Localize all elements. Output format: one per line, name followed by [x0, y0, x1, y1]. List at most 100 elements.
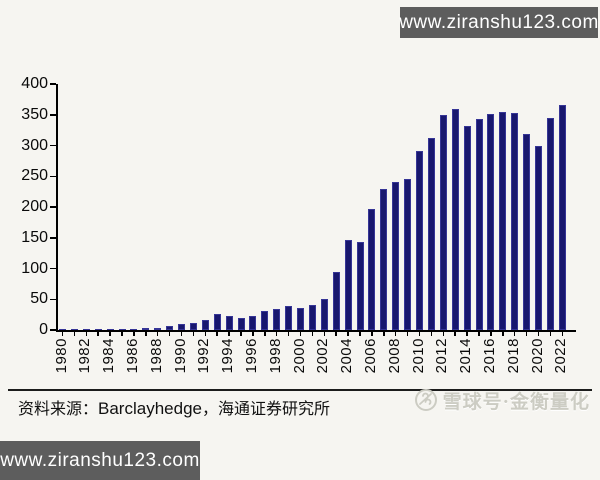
x-axis-label: 2010	[409, 338, 427, 374]
x-axis-tick	[275, 331, 278, 336]
bar	[499, 112, 507, 330]
bar	[249, 316, 257, 330]
bar	[320, 299, 328, 330]
bar	[201, 320, 209, 330]
bar	[535, 145, 542, 330]
x-axis-tick	[466, 331, 468, 336]
y-axis-label: 250	[21, 167, 48, 185]
y-axis-tick	[50, 237, 56, 239]
y-axis-label: 400	[21, 75, 48, 92]
x-axis-tick	[406, 331, 409, 336]
x-axis-label: 1992	[195, 338, 213, 374]
x-axis-tick	[478, 331, 480, 336]
x-axis-tick	[204, 331, 207, 336]
bar	[368, 208, 376, 330]
x-axis-tick	[121, 331, 123, 336]
y-axis-label: 150	[21, 228, 48, 246]
bar	[285, 306, 293, 330]
bar	[106, 329, 114, 330]
x-axis-tick	[109, 331, 111, 336]
x-axis-tick	[347, 331, 349, 336]
bar	[59, 329, 66, 330]
bar	[213, 314, 221, 330]
watermark-top-right-text: www.ziranshu123.com	[399, 11, 599, 33]
x-axis-tick	[133, 331, 135, 336]
watermark-bottom-left: www.ziranshu123.com	[0, 441, 200, 480]
x-axis-label: 1994	[219, 338, 237, 374]
bar	[189, 322, 197, 330]
bar	[154, 327, 162, 330]
x-axis-tick	[323, 331, 326, 336]
source-note: 资料来源：Barclayhedge，海通证券研究所	[18, 395, 330, 419]
source-note-latin: Barclayhedge	[98, 399, 202, 418]
x-axis-label: 2012	[433, 338, 451, 374]
x-axis-label: 2004	[338, 338, 356, 374]
x-axis-tick	[73, 331, 76, 336]
source-note-suffix: ，海通证券研究所	[201, 401, 330, 418]
x-axis-label: 1980	[52, 338, 70, 374]
y-axis-tick	[50, 83, 56, 85]
x-axis-tick	[549, 331, 552, 336]
bar	[404, 179, 412, 330]
x-axis-tick	[61, 331, 64, 336]
bar	[392, 181, 400, 330]
bar	[463, 125, 471, 330]
x-axis-label: 2006	[361, 338, 379, 374]
x-axis-tick	[156, 331, 159, 336]
x-axis-label: 1990	[171, 338, 189, 374]
source-note-prefix: 资料来源：	[18, 401, 99, 418]
watermark-bottom-left-text: www.ziranshu123.com	[0, 449, 200, 471]
bar	[344, 240, 352, 330]
bar	[475, 119, 483, 330]
x-axis-label: 1998	[266, 338, 284, 374]
x-axis-tick	[264, 331, 266, 336]
bar	[142, 327, 150, 330]
x-axis-label: 2018	[504, 338, 522, 374]
bar	[523, 134, 531, 330]
bar	[427, 137, 435, 330]
y-axis-label: 350	[21, 105, 48, 123]
x-axis-tick	[97, 331, 99, 336]
bar	[225, 316, 233, 330]
bar	[297, 308, 304, 330]
bar	[416, 151, 423, 330]
x-axis-tick	[85, 331, 88, 336]
x-axis-tick	[192, 331, 195, 336]
y-axis-tick	[50, 144, 56, 147]
x-axis-tick	[418, 331, 421, 336]
x-axis-label: 2000	[290, 338, 308, 374]
bar	[273, 309, 281, 330]
x-axis-tick	[383, 331, 385, 336]
x-axis-tick	[335, 331, 337, 336]
x-axis-label: 1982	[76, 338, 94, 374]
x-axis-tick	[525, 331, 528, 336]
y-axis-label: 0	[39, 321, 48, 338]
x-axis-tick	[561, 331, 564, 336]
bar	[308, 304, 316, 330]
watermark-top-right: www.ziranshu123.com	[399, 7, 599, 38]
bar	[166, 326, 174, 330]
x-axis-tick	[394, 331, 397, 336]
bar	[439, 115, 447, 330]
x-axis-tick	[240, 331, 242, 336]
bar	[94, 329, 102, 330]
y-axis-tick	[50, 298, 56, 300]
x-axis-tick	[145, 331, 147, 336]
y-axis-label: 300	[21, 136, 48, 154]
x-axis-label: 2020	[528, 338, 546, 374]
y-axis-tick	[50, 206, 56, 208]
y-axis-tick	[50, 114, 56, 116]
bar	[130, 328, 138, 330]
x-axis-tick	[454, 331, 456, 336]
x-axis-tick	[180, 331, 183, 336]
x-axis-tick	[442, 331, 445, 336]
x-axis-tick	[537, 331, 540, 336]
x-axis-tick	[311, 331, 314, 336]
y-axis-tick	[50, 267, 56, 270]
y-axis-label: 50	[30, 290, 48, 308]
x-axis-label: 2022	[552, 338, 570, 374]
bar	[118, 328, 126, 330]
bar	[237, 317, 245, 330]
x-axis-label: 1996	[242, 338, 260, 374]
